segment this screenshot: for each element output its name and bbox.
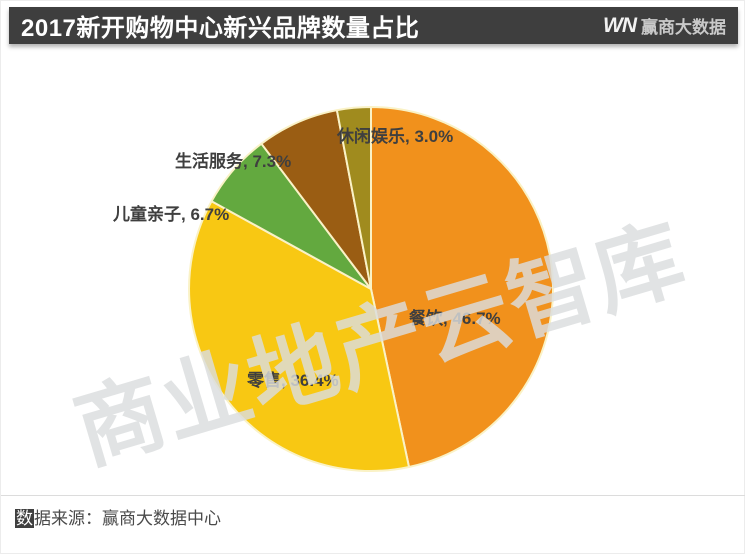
slice-label-kids: 儿童亲子, 6.7% xyxy=(113,205,230,224)
pie-chart-area: 休闲娱乐, 3.0% 生活服务, 7.3% 儿童亲子, 6.7% 餐饮, 46.… xyxy=(1,56,745,501)
footer-divider xyxy=(1,495,745,496)
pie-chart xyxy=(188,105,555,472)
slice-label-life-services: 生活服务, 7.3% xyxy=(175,152,292,171)
data-source-rest: 据来源：赢商大数据中心 xyxy=(34,509,221,528)
brand-logo-label: 赢商大数据 xyxy=(641,18,726,37)
pie-slice-4 xyxy=(335,105,372,290)
data-source-note: 数据来源：赢商大数据中心 xyxy=(15,504,221,529)
page-title: 2017新开购物中心新兴品牌数量占比 xyxy=(21,15,420,42)
slice-label-dining: 餐饮, 46.7% xyxy=(409,309,501,328)
pie-slice-1 xyxy=(188,200,410,472)
slice-label-leisure: 休闲娱乐, 3.0% xyxy=(337,127,454,146)
brand-logo: WN 赢商大数据 xyxy=(603,13,738,38)
win-logo-icon: WN xyxy=(603,13,637,37)
data-source-first-char: 数 xyxy=(15,509,34,528)
header-bar: 2017新开购物中心新兴品牌数量占比 WN 赢商大数据 xyxy=(9,7,738,44)
slice-label-retail: 零售, 36.4% xyxy=(247,371,339,390)
pie-slice-0 xyxy=(370,106,555,468)
